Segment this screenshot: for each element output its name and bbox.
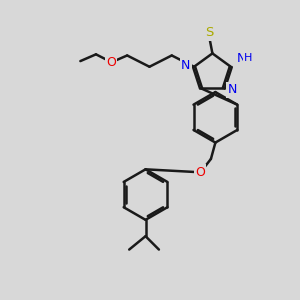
Text: S: S <box>205 26 214 39</box>
Text: N: N <box>227 83 237 96</box>
Text: N: N <box>181 59 190 72</box>
Text: H: H <box>244 53 252 63</box>
Text: N: N <box>236 52 246 65</box>
Text: O: O <box>106 56 116 69</box>
Text: O: O <box>195 166 205 179</box>
